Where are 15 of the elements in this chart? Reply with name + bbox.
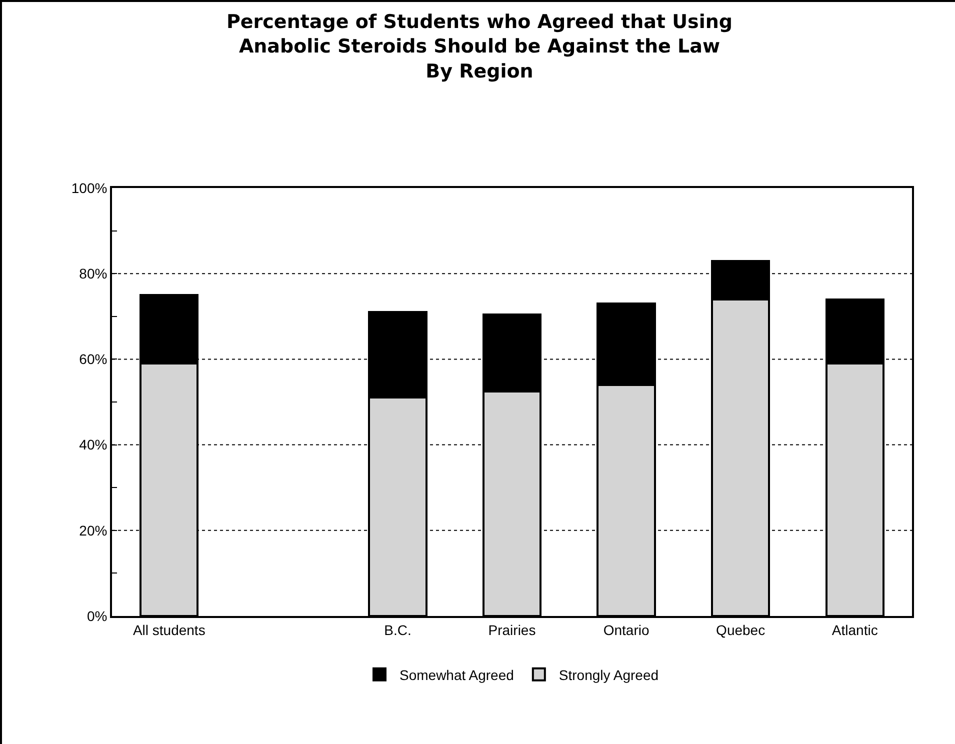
y-tick-label: 60% xyxy=(79,351,108,368)
y-tick-label: 80% xyxy=(79,266,108,282)
x-tick-label: Atlantic xyxy=(832,622,878,638)
x-tick-label: Ontario xyxy=(603,622,650,638)
x-tick-label: Quebec xyxy=(716,622,766,638)
y-tick-label: 40% xyxy=(79,436,108,453)
y-tick-label: 20% xyxy=(79,522,108,538)
x-tick-label: B.C. xyxy=(384,622,412,638)
y-tick-label: 0% xyxy=(86,608,108,624)
chart-title: Percentage of Students who Agreed that Using Anabolic Steroids Should be Against the Law By Region xyxy=(226,11,733,82)
y-tick-label: 100% xyxy=(71,180,108,196)
x-tick-label: All students xyxy=(132,622,206,638)
x-tick-label: Prairies xyxy=(488,622,536,638)
legend-label: Somewhat Agreed xyxy=(400,666,514,683)
legend-label: Strongly Agreed xyxy=(558,666,659,683)
